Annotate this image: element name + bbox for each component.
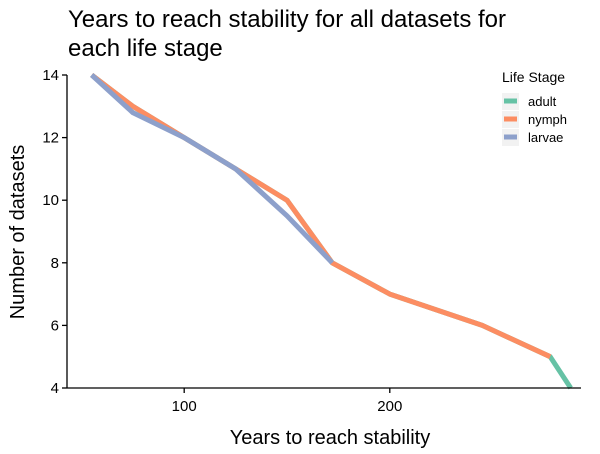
legend-label-adult: adult [528, 94, 557, 109]
chart-title-line-2: each life stage [68, 35, 223, 62]
series-line-adult [90, 73, 573, 390]
legend-title: Life Stage [502, 69, 565, 85]
series-layer [90, 73, 573, 390]
chart-title-line-1: Years to reach stability for all dataset… [68, 6, 506, 33]
x-tick-label: 200 [377, 398, 402, 415]
y-tick-label: 12 [42, 130, 59, 147]
x-tick-label: 100 [172, 398, 197, 415]
y-tick-label: 8 [51, 255, 59, 272]
series-line-nymph [90, 73, 552, 359]
x-ticks: 100 200 [172, 388, 402, 415]
legend-label-nymph: nymph [528, 112, 567, 127]
y-tick-label: 4 [51, 380, 59, 397]
y-ticks: 4 6 8 10 12 14 [42, 67, 67, 397]
y-tick-label: 14 [42, 67, 59, 84]
legend-label-larvae: larvae [528, 130, 563, 145]
y-axis-title: Number of datasets [7, 145, 29, 320]
y-tick-label: 6 [51, 317, 59, 334]
y-tick-label: 10 [42, 192, 59, 209]
x-axis-title: Years to reach stability [230, 427, 430, 449]
series-line-larvae [90, 73, 335, 265]
legend: Life Stage adult nymph larvae [502, 69, 567, 146]
